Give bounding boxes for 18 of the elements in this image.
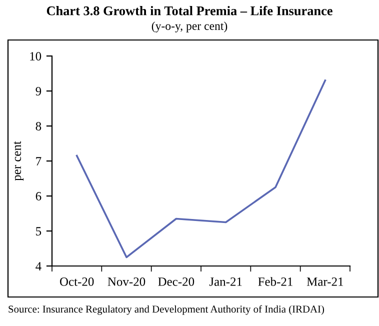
- y-tick-label: 8: [36, 122, 42, 130]
- y-tick-label: 5: [36, 227, 42, 236]
- chart-subtitle: (y-o-y, per cent): [152, 22, 228, 32]
- y-tick-label: 7: [36, 157, 42, 166]
- x-tick-label: Feb-21: [258, 277, 292, 286]
- x-tick-label: Mar-21: [306, 278, 344, 286]
- x-tick-label: Dec-20: [158, 277, 194, 286]
- y-tick-label: 6: [36, 192, 42, 200]
- source-note: Source: Insurance Regulatory and Development Authority of India (IRDAI): [8, 305, 324, 315]
- y-tick-label: 4: [36, 262, 42, 270]
- line-series: [76, 80, 326, 258]
- y-axis-title: per cent: [14, 141, 24, 181]
- x-tick-label: Oct-20: [60, 277, 94, 286]
- x-tick-label: Jan-21: [209, 278, 242, 286]
- y-tick-label: 10: [30, 52, 42, 60]
- y-tick-label: 9: [36, 87, 42, 96]
- x-tick-label: Nov-20: [108, 277, 146, 286]
- chart-title: Chart 3.8 Growth in Total Premia – Life Insurance: [46, 6, 332, 16]
